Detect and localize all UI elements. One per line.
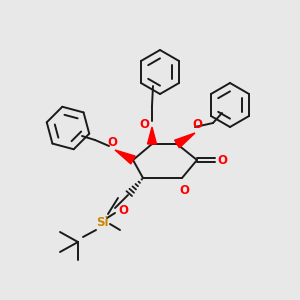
Text: O: O	[139, 118, 149, 131]
Polygon shape	[115, 150, 135, 164]
Text: O: O	[179, 184, 189, 196]
Polygon shape	[148, 127, 157, 144]
Text: Si: Si	[96, 215, 108, 229]
Text: O: O	[217, 154, 227, 166]
Text: O: O	[192, 118, 202, 131]
Text: O: O	[118, 203, 128, 217]
Text: O: O	[107, 136, 117, 148]
Polygon shape	[175, 133, 195, 148]
